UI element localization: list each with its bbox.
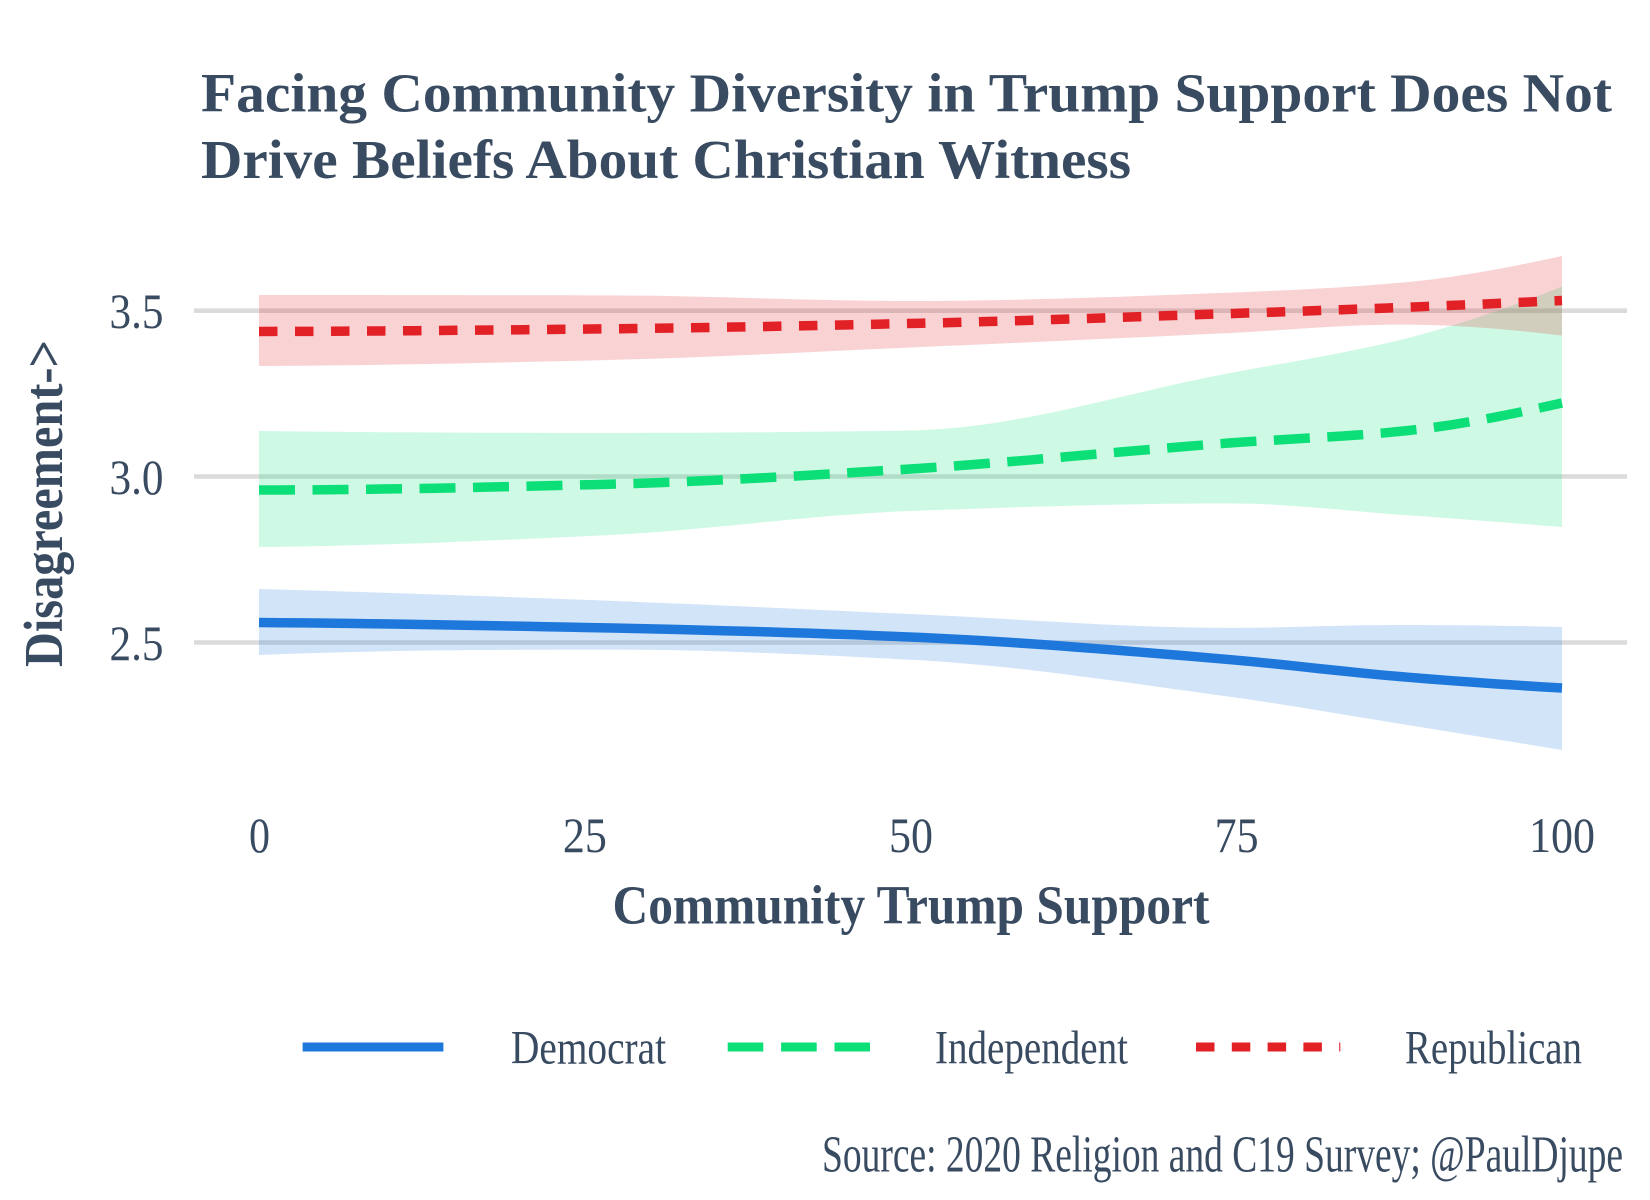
svg-text:100: 100	[1529, 807, 1595, 863]
svg-text:Democrat: Democrat	[511, 1022, 667, 1075]
svg-text:75: 75	[1215, 807, 1259, 863]
svg-text:0: 0	[249, 807, 270, 863]
svg-text:2.5: 2.5	[110, 615, 164, 671]
svg-text:50: 50	[889, 807, 933, 863]
svg-text:Community Trump Support: Community Trump Support	[613, 875, 1211, 936]
svg-text:Disagreement->: Disagreement->	[13, 340, 74, 667]
svg-text:3.0: 3.0	[110, 449, 164, 505]
svg-text:Source: 2020 Religion and C19: Source: 2020 Religion and C19 Survey; @P…	[822, 1127, 1623, 1184]
svg-text:Facing Community Diversity in: Facing Community Diversity in Trump Supp…	[201, 62, 1613, 123]
svg-text:Independent: Independent	[935, 1022, 1129, 1075]
svg-text:Drive Beliefs About Christian: Drive Beliefs About Christian Witness	[201, 129, 1131, 190]
svg-text:25: 25	[563, 807, 607, 863]
svg-text:Republican: Republican	[1405, 1022, 1582, 1075]
svg-text:3.5: 3.5	[110, 283, 164, 339]
